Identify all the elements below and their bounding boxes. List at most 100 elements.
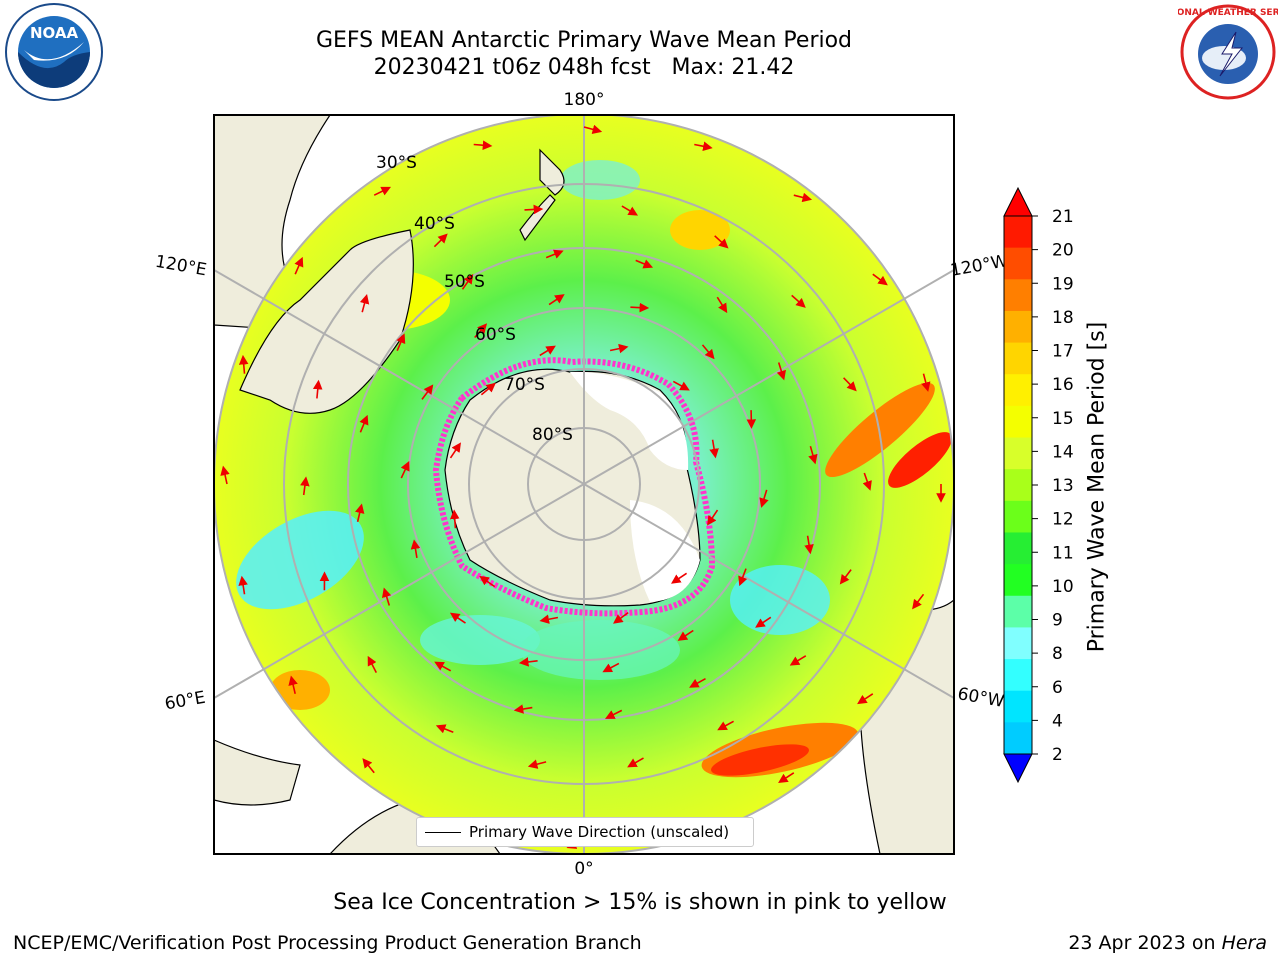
colorbar-segment: [1004, 405, 1032, 439]
wave-direction-arrow: [396, 333, 406, 352]
wave-direction-arrow: [635, 259, 654, 269]
wave-direction-arrow: [843, 377, 857, 392]
lat-label-70s: 70°S: [504, 375, 545, 395]
wave-direction-arrow: [527, 759, 547, 769]
wave-direction-arrow: [701, 344, 715, 360]
colorbar-segment: [1004, 437, 1032, 470]
wave-direction-arrow: [808, 445, 818, 465]
wave-direction-arrow: [548, 294, 565, 306]
wave-direction-arrow: [714, 235, 729, 249]
nws-logo-icon: NATIONAL WEATHER SERVICE: [1178, 4, 1278, 100]
legend-label: Primary Wave Direction (unscaled): [469, 823, 730, 841]
wave-direction-arrow: [545, 249, 564, 259]
colorbar-segment: [1004, 279, 1032, 312]
colorbar-segment: [1004, 690, 1032, 723]
lon-label-0: 0°: [574, 859, 593, 879]
wave-direction-arrow: [689, 677, 706, 688]
wave-direction-arrow: [605, 709, 623, 719]
sea-ice-caption: Sea Ice Concentration > 15% is shown in …: [333, 890, 947, 915]
colorbar-segment: [1004, 627, 1032, 660]
colorbar-tick-label: 14: [1052, 442, 1074, 462]
colorbar-segment: [1004, 722, 1032, 755]
lat-label-50s: 50°S: [444, 272, 485, 292]
wave-direction-arrow: [707, 509, 719, 526]
wave-direction-arrow: [473, 140, 493, 151]
wave-direction-arrow: [294, 256, 304, 275]
colorbar-segment: [1004, 247, 1032, 280]
wave-direction-arrow: [609, 343, 629, 354]
noaa-logo-text: NOAA: [30, 24, 79, 42]
colorbar-segment: [1004, 595, 1032, 628]
wave-direction-arrow: [359, 294, 370, 313]
wave-direction-arrow: [672, 380, 690, 391]
wave-direction-arrow: [518, 657, 538, 667]
colorbar: 21 20 19 18 17 16 15 14 13 12 11 10 9 8 6 4 2: [1003, 186, 1074, 784]
lon-label-120w: 120°W: [949, 251, 1010, 281]
wave-direction-arrow: [367, 655, 378, 673]
wave-direction-arrow: [921, 373, 931, 392]
wave-direction-arrow: [862, 472, 872, 491]
wave-direction-arrow: [839, 569, 852, 585]
lon-label-60w: 60°W: [956, 684, 1006, 712]
colorbar-segment: [1004, 532, 1032, 565]
wave-direction-arrow: [872, 273, 888, 286]
wave-direction-arrow: [524, 204, 544, 215]
noaa-logo-icon: NOAA: [5, 3, 103, 101]
wave-direction-arrow: [355, 503, 365, 522]
wave-direction-arrow: [479, 575, 496, 588]
wave-direction-arrow: [513, 704, 533, 714]
wave-direction-arrow: [583, 124, 603, 135]
lat-label-80s: 80°S: [532, 425, 573, 445]
colorbar-tick-label: 4: [1052, 711, 1063, 731]
sea-ice-edge: [432, 357, 716, 617]
wave-direction-arrow: [362, 758, 375, 774]
footer-date: 23 Apr 2023 on Hera: [1068, 932, 1267, 954]
wave-direction-arrow: [776, 362, 786, 381]
wave-direction-arrow: [288, 675, 298, 694]
wave-direction-arrow: [912, 593, 925, 610]
wave-direction-arrow: [474, 323, 488, 339]
wave-direction-arrow: [359, 414, 369, 433]
wave-direction-arrow: [716, 296, 728, 314]
wave-direction-arrow: [449, 612, 466, 624]
colorbar-tick-label: 20: [1052, 241, 1074, 261]
wave-direction-arrow: [300, 476, 310, 496]
wave-direction-arrow: [759, 489, 769, 508]
wave-direction-arrow: [238, 354, 249, 374]
wave-direction-arrow: [449, 442, 461, 459]
wave-direction-arrow: [621, 205, 639, 216]
wave-direction-arrow: [461, 273, 474, 290]
legend-line-swatch: [425, 832, 461, 833]
wave-direction-arrow: [717, 720, 734, 731]
colorbar-tick-label: 17: [1052, 342, 1074, 362]
chart-subtitle: 20230421 t06z 048h fcst Max: 21.42: [373, 55, 795, 80]
colorbar-segment: [1004, 469, 1032, 502]
colorbar-tick-label: 9: [1052, 611, 1063, 631]
colorbar-tick-label: 15: [1052, 409, 1074, 429]
lon-label-120e: 120°E: [154, 252, 208, 281]
colorbar-tick-label: 18: [1052, 308, 1074, 328]
footer-credit: NCEP/EMC/Verification Post Processing Pr…: [13, 932, 642, 954]
colorbar-segment: [1004, 342, 1032, 375]
footer-date-text: 23 Apr 2023 on: [1068, 932, 1222, 954]
wave-direction-arrow: [602, 662, 620, 673]
wave-direction-arrows: [220, 124, 946, 849]
chart-title: GEFS MEAN Antarctic Primary Wave Mean Pe…: [315, 28, 853, 53]
wave-direction-arrow: [677, 629, 694, 641]
wave-direction-arrow: [312, 379, 323, 399]
wave-direction-arrow: [539, 345, 556, 357]
wave-direction-arrow: [613, 611, 629, 624]
colorbar-label: Primary Wave Mean Period [s]: [1084, 321, 1110, 653]
wave-direction-arrow: [220, 465, 230, 485]
wave-direction-arrow: [449, 509, 460, 529]
wave-direction-arrow: [421, 384, 434, 400]
colorbar-tick-label: 10: [1052, 577, 1074, 597]
lat-label-40s: 40°S: [414, 214, 455, 234]
wave-direction-arrow: [238, 575, 248, 595]
colorbar-under-triangle: [1003, 753, 1033, 784]
wave-direction-arrow: [804, 535, 814, 555]
wave-direction-arrow: [755, 616, 772, 628]
wave-direction-arrow: [480, 382, 496, 396]
colorbar-over-triangle: [1003, 186, 1033, 217]
